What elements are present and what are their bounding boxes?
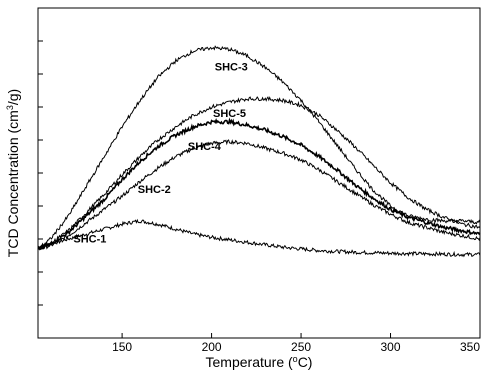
plot-area-frame — [37, 7, 481, 339]
x-tick-label: 250 — [291, 340, 311, 354]
x-tick-label: 350 — [460, 340, 480, 354]
series-line-shc-5 — [37, 96, 481, 251]
x-ticks: 150 200 250 300 350 — [112, 333, 481, 354]
series-line-shc-4 — [37, 117, 481, 250]
series-label-shc-4: SHC-4 — [188, 141, 222, 153]
series-line-shc-3 — [37, 45, 481, 250]
x-axis-title: Temperature (oC) — [206, 354, 313, 370]
series-label-shc-2: SHC-2 — [138, 184, 171, 196]
series-line-shc-1 — [37, 218, 481, 258]
annotation-layer: SHC-3 SHC-5 SHC-4 SHC-2 SHC-1 — [73, 62, 247, 246]
series-label-shc-5: SHC-5 — [213, 108, 246, 120]
y-axis-title: TCD Concentration (cm3/g) — [5, 89, 21, 257]
series-line-shc-2 — [37, 139, 481, 251]
series-layer — [37, 45, 481, 258]
series-label-shc-3: SHC-3 — [215, 62, 248, 74]
series-label-shc-1: SHC-1 — [73, 233, 106, 245]
y-ticks — [38, 40, 43, 306]
x-tick-label: 200 — [202, 340, 222, 354]
x-tick-label: 150 — [112, 340, 132, 354]
x-tick-label: 300 — [381, 340, 401, 354]
